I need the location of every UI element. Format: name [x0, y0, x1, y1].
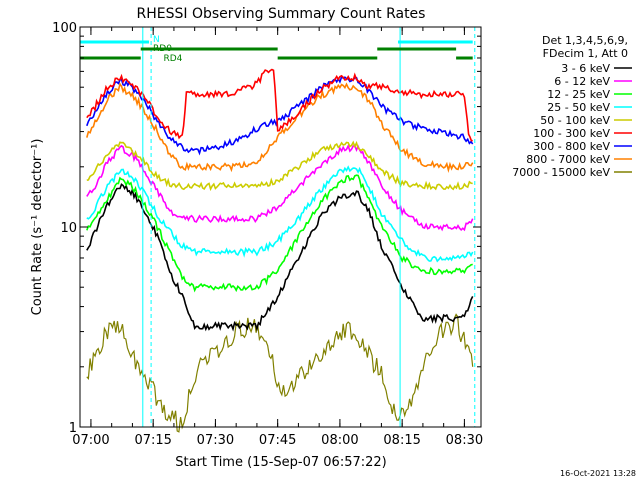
legend-label-3: 25 - 50 keV — [547, 101, 610, 114]
legend-label-8: 7000 - 15000 keV — [512, 166, 610, 179]
legend-label-0: 3 - 6 keV — [561, 62, 610, 75]
series-line-800-7000-kev — [86, 82, 474, 174]
bar-label-rd0: RD0 — [153, 44, 172, 54]
axes-layer: 1 10 100 07:00 07:15 07:30 07:45 08:00 08:15 08:3… — [52, 21, 483, 448]
series-line-25-50-kev — [86, 165, 474, 263]
x-tick-label-3: 07:45 — [259, 433, 296, 448]
legend-label-2: 12 - 25 keV — [547, 88, 610, 101]
legend-header-0: Det 1,3,4,5,6,9, — [542, 34, 628, 47]
series-line-3-6-kev — [86, 183, 474, 332]
x-axis-label: Start Time (15-Sep-07 06:57:22) — [175, 455, 386, 470]
timestamp: 16-Oct-2021 13:28 — [560, 469, 636, 478]
bar-label-n: N — [153, 35, 160, 45]
legend-label-6: 300 - 800 keV — [533, 140, 610, 153]
bar-label-rd4: RD4 — [163, 54, 182, 64]
legend: Det 1,3,4,5,6,9,FDecim 1, Att 0 3 - 6 keV… — [512, 34, 632, 179]
y-tick-label-1: 10 — [60, 221, 77, 236]
series-line-50-100-kev — [86, 140, 473, 192]
x-tick-label-1: 07:15 — [134, 433, 171, 448]
series-line-300-800-kev — [86, 75, 474, 156]
chart-title: RHESSI Observing Summary Count Rates — [137, 6, 426, 22]
y-tick-label-0: 1 — [69, 421, 77, 436]
series-line-6-12-kev — [86, 143, 474, 232]
x-tick-label-5: 08:15 — [383, 433, 420, 448]
series-layer — [86, 68, 474, 433]
x-tick-label-6: 08:30 — [446, 433, 483, 448]
legend-label-1: 6 - 12 keV — [554, 75, 610, 88]
x-tick-label-2: 07:30 — [197, 433, 234, 448]
y-axis-label: Count Rate (s⁻¹ detector⁻¹) — [30, 139, 45, 316]
legend-label-7: 800 - 7000 keV — [526, 153, 610, 166]
y-tick-label-2: 100 — [52, 21, 77, 36]
legend-header-1: FDecim 1, Att 0 — [543, 47, 628, 60]
legend-label-4: 50 - 100 keV — [540, 114, 610, 127]
series-line-7000-15000-kev — [86, 313, 474, 433]
x-tick-label-0: 07:00 — [72, 433, 109, 448]
series-line-12-25-kev — [86, 174, 473, 293]
series-line-100-300-kev — [86, 68, 473, 142]
x-tick-label-4: 08:00 — [321, 433, 358, 448]
legend-label-5: 100 - 300 keV — [533, 127, 610, 140]
